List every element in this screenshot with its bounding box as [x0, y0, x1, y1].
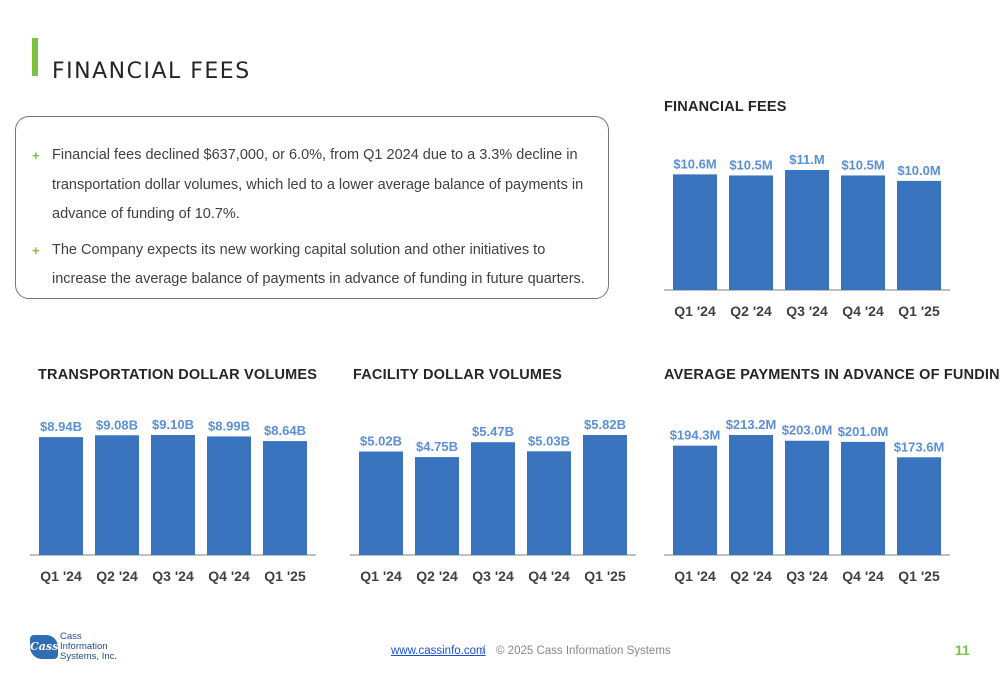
data-label: $8.94B [40, 419, 82, 434]
bar [841, 441, 885, 555]
financial-fees-chart: $10.6M Q1 '24 $10.5M Q2 '24 $11.M Q3 '24 $10.5… [664, 152, 950, 319]
bar [841, 175, 885, 290]
data-label: $213.2M [726, 417, 777, 432]
bar [39, 437, 83, 555]
bar [263, 441, 307, 555]
x-tick-label: Q1 '24 [40, 568, 82, 584]
transportation-volumes-chart-title: TRANSPORTATION DOLLAR VOLUMES [38, 367, 318, 383]
callout-bullet-text: The Company expects its new working capi… [52, 241, 585, 288]
page-number: 11 [955, 642, 970, 658]
bar [729, 175, 773, 290]
transportation-volumes-chart: $8.94B Q1 '24 $9.08B Q2 '24 $9.10B Q3 '24 $8.9… [30, 417, 316, 584]
logo-line: Cass [60, 631, 82, 642]
bar [897, 457, 941, 555]
page-title: FINANCIAL FEES [52, 58, 251, 84]
x-tick-label: Q2 '24 [96, 568, 138, 584]
callout-bullet-text: Financial fees declined $637,000, or 6.0… [52, 147, 584, 222]
bar [785, 440, 829, 555]
bar [673, 445, 717, 555]
data-label: $9.08B [96, 417, 138, 432]
bar [95, 435, 139, 555]
logo-line: Information [60, 641, 108, 652]
footer-separator: / [482, 645, 486, 657]
bar [527, 451, 571, 555]
x-tick-label: Q3 '24 [152, 568, 194, 584]
x-tick-label: Q3 '24 [472, 568, 514, 584]
x-tick-label: Q4 '24 [208, 568, 250, 584]
bar [415, 457, 459, 555]
data-label: $10.5M [841, 157, 884, 172]
data-label: $203.0M [782, 423, 833, 438]
x-tick-label: Q1 '25 [898, 568, 940, 584]
data-label: $8.99B [208, 418, 250, 433]
facility-volumes-chart-title: FACILITY DOLLAR VOLUMES [353, 367, 562, 383]
avg-payments-chart: $194.3M Q1 '24 $213.2M Q2 '24 $203.0M Q3 '24 $… [664, 417, 950, 584]
avg-payments-chart-title: AVERAGE PAYMENTS IN ADVANCE OF FUNDING [664, 367, 1000, 383]
data-label: $5.03B [528, 433, 570, 448]
bar [207, 436, 251, 555]
x-tick-label: Q2 '24 [730, 303, 772, 319]
data-label: $5.02B [360, 433, 402, 448]
title-accent-bar [32, 38, 38, 76]
callout-bullet: + Financial fees declined $637,000, or 6… [32, 141, 588, 230]
x-tick-label: Q4 '24 [528, 568, 570, 584]
x-tick-label: Q1 '24 [360, 568, 402, 584]
financial-fees-chart-title: FINANCIAL FEES [664, 99, 787, 115]
data-label: $8.64B [264, 423, 306, 438]
data-label: $10.0M [897, 163, 940, 178]
x-tick-label: Q3 '24 [786, 568, 828, 584]
x-tick-label: Q1 '25 [898, 303, 940, 319]
bar [151, 435, 195, 555]
copyright-text: © 2025 Cass Information Systems [496, 645, 671, 657]
x-tick-label: Q3 '24 [786, 303, 828, 319]
company-logo: Cass Cass Information Systems, Inc. [30, 632, 120, 666]
x-tick-label: Q1 '25 [584, 568, 626, 584]
x-tick-label: Q4 '24 [842, 303, 884, 319]
logo-text: Cass Information Systems, Inc. [60, 632, 117, 662]
data-label: $10.6M [673, 156, 716, 171]
bar [785, 170, 829, 290]
data-label: $9.10B [152, 417, 194, 432]
x-tick-label: Q2 '24 [416, 568, 458, 584]
logo-line: Systems, Inc. [60, 651, 118, 662]
data-label: $173.6M [894, 439, 945, 454]
callout-bullet: + The Company expects its new working ca… [32, 236, 588, 295]
facility-volumes-chart: $5.02B Q1 '24 $4.75B Q2 '24 $5.47B Q3 '24 $5.0… [350, 417, 636, 584]
bar [897, 180, 941, 290]
bar [583, 435, 627, 555]
x-tick-label: Q1 '25 [264, 568, 306, 584]
x-tick-label: Q4 '24 [842, 568, 884, 584]
data-label: $5.82B [584, 417, 626, 432]
logo-mark: Cass [30, 635, 58, 659]
data-label: $194.3M [670, 428, 721, 443]
plus-icon: + [32, 148, 40, 163]
bar [359, 451, 403, 555]
bar [673, 174, 717, 290]
bar [729, 435, 773, 555]
x-tick-label: Q2 '24 [730, 568, 772, 584]
summary-callout: + Financial fees declined $637,000, or 6… [15, 116, 609, 299]
data-label: $4.75B [416, 439, 458, 454]
website-link[interactable]: www.cassinfo.com [391, 645, 486, 657]
data-label: $11.M [789, 152, 824, 167]
data-label: $5.47B [472, 424, 514, 439]
x-tick-label: Q1 '24 [674, 303, 716, 319]
bar [471, 442, 515, 555]
data-label: $201.0M [838, 424, 889, 439]
x-tick-label: Q1 '24 [674, 568, 716, 584]
data-label: $10.5M [729, 157, 772, 172]
plus-icon: + [32, 242, 40, 258]
